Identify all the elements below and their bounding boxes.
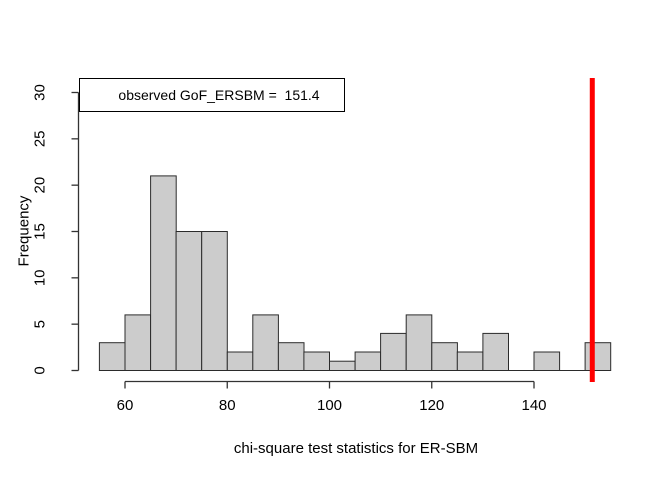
histogram-bar bbox=[329, 360, 356, 372]
x-tick-label: 140 bbox=[521, 397, 546, 414]
y-axis-title: Frequency bbox=[15, 195, 33, 267]
histogram-bar bbox=[226, 351, 254, 371]
x-tick-label: 80 bbox=[219, 397, 236, 414]
y-tick-label: 0 bbox=[32, 366, 49, 374]
y-tick-label: 5 bbox=[32, 320, 49, 328]
y-tick-label: 15 bbox=[32, 223, 49, 240]
legend-label: observed GoF_ERSBM = 151.4 bbox=[118, 87, 320, 103]
x-axis-title: chi-square test statistics for ER-SBM bbox=[233, 440, 479, 457]
histogram-bar bbox=[124, 314, 152, 371]
y-tick-label: 25 bbox=[32, 130, 49, 147]
histogram-bar bbox=[533, 351, 561, 371]
y-tick-label: 20 bbox=[32, 177, 49, 194]
histogram-bar bbox=[98, 342, 126, 372]
histogram-bar bbox=[354, 351, 382, 371]
y-tick-label: 30 bbox=[32, 84, 49, 101]
legend-box: observed GoF_ERSBM = 151.4 bbox=[79, 78, 345, 112]
histogram-bar bbox=[405, 314, 433, 371]
histogram-bar bbox=[150, 175, 177, 371]
histogram-bar bbox=[431, 342, 458, 372]
histogram-bar bbox=[252, 314, 279, 371]
histogram-bar bbox=[456, 351, 484, 371]
histogram-bar bbox=[175, 231, 203, 371]
histogram-bar bbox=[380, 332, 407, 371]
histogram-bar bbox=[584, 342, 612, 372]
y-tick-label: 10 bbox=[32, 269, 49, 286]
x-tick-label: 60 bbox=[117, 397, 134, 414]
histogram-bar bbox=[482, 332, 509, 371]
histogram-bar bbox=[201, 231, 228, 371]
histogram-bar bbox=[303, 351, 330, 371]
x-tick-label: 100 bbox=[317, 397, 342, 414]
histogram-bar bbox=[277, 342, 305, 372]
x-tick-label: 120 bbox=[419, 397, 444, 414]
